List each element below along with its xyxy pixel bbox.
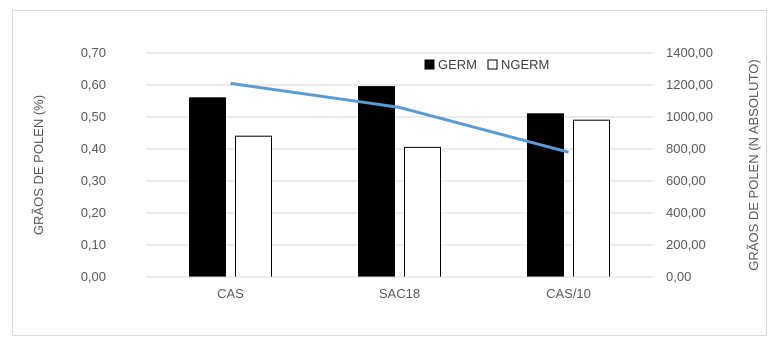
y2-tick-label: 200,00 [666,237,706,252]
gridlines [146,52,653,246]
y2-tick-label: 800,00 [666,141,706,156]
bar-germ [527,113,564,278]
y-tick-label: 0,70 [81,45,106,60]
bar-germ [358,86,395,278]
x-tick-label: CAS/10 [546,286,591,301]
y2-tick-label: 1400,00 [666,45,713,60]
line-series-path [230,81,569,154]
legend: GERM NGERM [424,57,549,72]
y2-tick-label: 0,00 [666,269,691,284]
y-tick-label: 0,60 [81,77,106,92]
y-tick-label: 0,10 [81,237,106,252]
x-tick-label: SAC18 [379,286,420,301]
legend-swatch-germ [424,59,435,70]
y-axis-title: GRÃOS DE POLEN (%) [31,95,46,235]
line-series [230,81,569,154]
y-tick-label: 0,40 [81,141,106,156]
bars [189,86,610,278]
bar-ngerm [404,146,441,278]
y-tick-label: 0,50 [81,109,106,124]
legend-label-ngerm: NGERM [501,57,549,72]
y2-tick-label: 600,00 [666,173,706,188]
x-tick-label: CAS [217,286,244,301]
bar-ngerm [235,135,272,278]
chart-svg: 0,00 0,00 0,10 200,00 0,20 400,00 0,30 600,00 0,… [31,45,761,301]
axes: 0,00 0,00 0,10 200,00 0,20 400,00 0,30 600,00 0,… [31,45,761,301]
y2-tick-label: 1200,00 [666,77,713,92]
bar-germ [189,97,226,278]
legend-swatch-ngerm [487,59,498,70]
y-tick-label: 0,20 [81,205,106,220]
y-tick-label: 0,30 [81,173,106,188]
legend-label-germ: GERM [438,57,477,72]
y2-tick-label: 1000,00 [666,109,713,124]
y-tick-label: 0,00 [81,269,106,284]
y2-axis-title: GRÃOS DE POLEN (N ABSOLUTO) [746,59,761,270]
chart-frame: 0,00 0,00 0,10 200,00 0,20 400,00 0,30 600,00 0,… [12,10,767,336]
y2-tick-label: 400,00 [666,205,706,220]
bar-ngerm [573,119,610,278]
